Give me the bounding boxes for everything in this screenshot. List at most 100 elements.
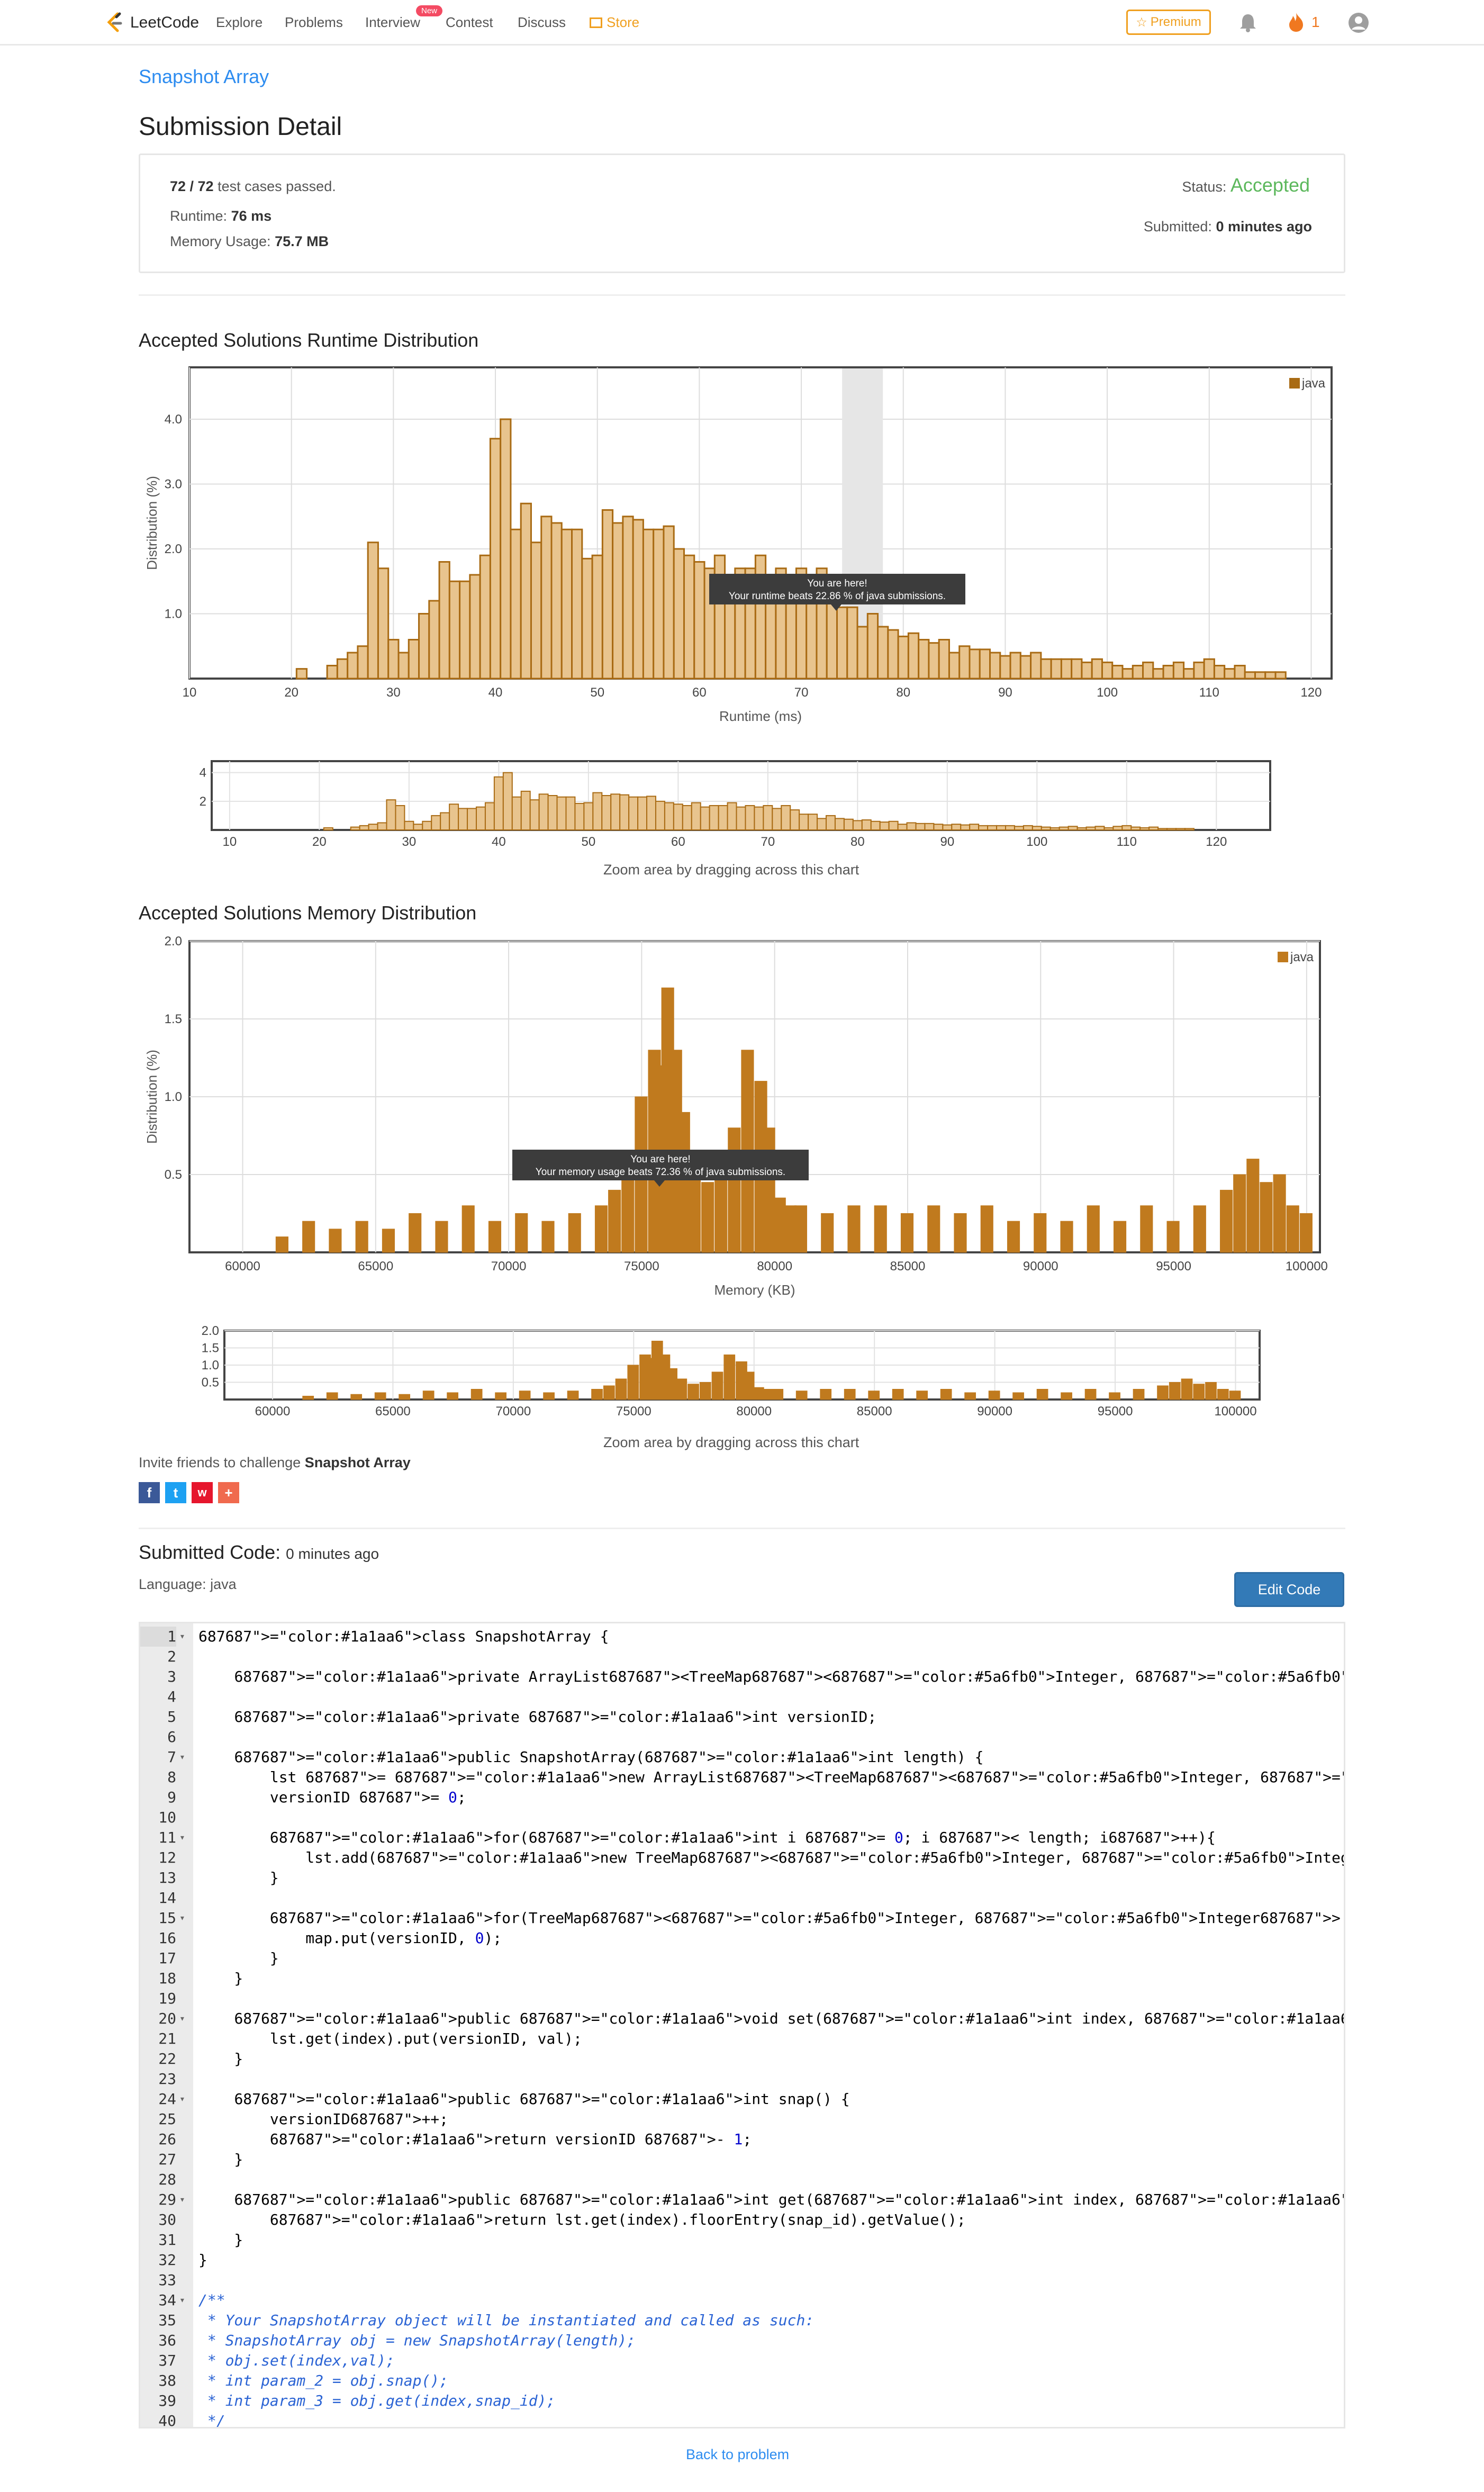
distribution-bar <box>1183 668 1195 680</box>
mini-distribution-bar <box>723 1355 736 1400</box>
mini-distribution-bar <box>781 805 791 831</box>
runtime-chart[interactable]: 10 20 30 40 50 60 70 80 90 100 110 120 1.0 2.0 3.0 4.0 R… <box>127 360 1344 730</box>
mini-distribution-bar <box>1139 827 1150 830</box>
distribution-bar <box>612 522 624 680</box>
code-line: 15 ▾ 687687">="color:#1a1aa6">for(TreeMap… <box>140 1908 1344 1928</box>
distribution-bar <box>469 574 481 680</box>
distribution-bar <box>1152 668 1164 680</box>
more-share-icon[interactable]: + <box>218 1482 239 1503</box>
line-number-gutter <box>140 1623 193 2427</box>
code-text: * int param_2 = obj.snap(); <box>198 2372 449 2389</box>
status-accepted[interactable]: Accepted <box>1230 174 1310 196</box>
runtime-text: Runtime: 76 ms <box>170 208 272 224</box>
twitter-share-icon[interactable]: t <box>165 1482 186 1503</box>
y-axis-title: Distribution (%) <box>144 476 160 570</box>
line-number: 32 <box>158 2251 176 2269</box>
code-text: * Your SnapshotArray object will be inst… <box>198 2312 815 2329</box>
code-line: 23 <box>140 2069 1344 2089</box>
weibo-share-icon[interactable]: w <box>192 1482 213 1503</box>
nav-interview[interactable]: Interview <box>365 14 421 30</box>
nav-store[interactable]: Store <box>590 14 639 31</box>
y-tick-label: 1.0 <box>165 1090 182 1104</box>
distribution-bar <box>958 645 971 680</box>
bell-icon[interactable] <box>1238 13 1257 33</box>
runtime-mini-chart[interactable]: 10 20 30 40 50 60 70 80 90 100 110 120 2 4 <box>180 754 1291 886</box>
nav-problems[interactable]: Problems <box>285 14 343 30</box>
mini-distribution-bar <box>1036 1389 1048 1400</box>
code-line: 11 ▾ 687687">="color:#1a1aa6">for(687687"… <box>140 1828 1344 1848</box>
distribution-bar <box>1007 1221 1020 1253</box>
distribution-bar <box>1009 652 1021 680</box>
mini-distribution-bar <box>861 819 872 830</box>
mini-x-tick-label: 110 <box>1117 835 1137 849</box>
mini-distribution-bar <box>1005 825 1015 830</box>
distribution-bar <box>900 1213 914 1253</box>
fold-arrow-icon[interactable]: ▾ <box>179 2194 185 2205</box>
fold-arrow-icon[interactable]: ▾ <box>179 1832 185 1843</box>
fold-arrow-icon[interactable]: ▾ <box>179 1912 185 1924</box>
mini-distribution-bar <box>868 1391 880 1400</box>
back-to-problem-link[interactable]: Back to problem <box>686 2446 790 2462</box>
nav-explore[interactable]: Explore <box>216 14 263 30</box>
mini-distribution-bar <box>942 824 953 830</box>
facebook-share-icon[interactable]: f <box>139 1482 160 1503</box>
memory-mini-chart[interactable]: 60000 65000 70000 75000 80000 85000 90000 95000… <box>180 1323 1291 1456</box>
distribution-bar <box>409 1213 422 1253</box>
distribution-bar <box>1040 658 1052 680</box>
user-avatar-icon[interactable] <box>1347 12 1370 34</box>
x-tick-label: 120 <box>1300 685 1322 700</box>
fold-arrow-icon[interactable]: ▾ <box>179 2013 185 2024</box>
fire-icon[interactable] <box>1287 12 1305 33</box>
fold-arrow-icon[interactable]: ▾ <box>179 2295 185 2306</box>
mini-distribution-bar <box>940 1389 952 1400</box>
mini-distribution-bar <box>1031 826 1042 831</box>
mini-distribution-bar <box>916 1391 928 1400</box>
mini-distribution-bar <box>1084 1389 1097 1400</box>
invite-prefix: Invite friends to challenge <box>139 1455 301 1470</box>
top-navbar: LeetCode Explore Problems Interview New … <box>0 0 1484 46</box>
memory-text: Memory Usage: 75.7 MB <box>170 233 329 250</box>
line-number: 29 <box>158 2191 176 2208</box>
x-tick-label: 10 <box>183 685 197 700</box>
edit-code-button[interactable]: Edit Code <box>1234 1572 1344 1607</box>
distribution-bar <box>794 1205 808 1253</box>
distribution-bar <box>728 1127 741 1253</box>
distribution-bar <box>683 554 695 680</box>
fold-arrow-icon[interactable]: ▾ <box>179 2093 185 2105</box>
legend-swatch <box>1278 952 1288 962</box>
memory-chart[interactable]: 60000 65000 70000 75000 80000 85000 90000 95000… <box>127 934 1344 1304</box>
fold-arrow-icon[interactable]: ▾ <box>179 1631 185 1642</box>
mini-distribution-bar <box>467 808 477 830</box>
code-line: 9 versionID 687687">= 0; <box>140 1787 1344 1808</box>
code-line: 32} <box>140 2250 1344 2270</box>
premium-button[interactable]: ☆ Premium <box>1126 10 1211 35</box>
distribution-bar <box>1060 1221 1073 1253</box>
distribution-bar <box>347 652 359 680</box>
nav-contest[interactable]: Contest <box>446 14 493 30</box>
problem-title-link[interactable]: Snapshot Array <box>139 66 269 87</box>
distribution-bar <box>1224 668 1236 680</box>
mini-y-tick-label: 1.5 <box>202 1341 219 1356</box>
premium-label: Premium <box>1150 15 1201 29</box>
leetcode-logo[interactable]: LeetCode <box>104 11 199 35</box>
submitted-code-header: Submitted Code: 0 minutes ago <box>139 1541 379 1564</box>
distribution-bar <box>418 613 430 680</box>
distribution-bar <box>622 516 634 680</box>
mini-distribution-bar <box>350 1394 363 1400</box>
mini-x-tick-label: 70 <box>761 835 775 849</box>
line-number: 16 <box>158 1929 176 1947</box>
line-number: 21 <box>158 2030 176 2047</box>
distribution-bar <box>673 548 685 680</box>
code-line: 12 lst.add(687687">="color:#1a1aa6">new … <box>140 1848 1344 1868</box>
nav-discuss[interactable]: Discuss <box>518 14 566 30</box>
y-tick-label: 1.0 <box>165 607 182 621</box>
line-number: 20 <box>158 2010 176 2027</box>
code-editor[interactable]: 1 ▾ 687687">="color:#1a1aa6">class Snapsho… <box>139 1622 1345 2428</box>
mini-x-tick-label: 120 <box>1206 835 1227 849</box>
submitted-text: Submitted: 0 minutes ago <box>1144 219 1312 235</box>
mini-distribution-bar <box>440 812 450 830</box>
fold-arrow-icon[interactable]: ▾ <box>179 1751 185 1763</box>
distribution-bar <box>714 1174 728 1253</box>
mini-x-tick-label: 90 <box>940 835 954 849</box>
distribution-bar <box>821 1213 834 1253</box>
